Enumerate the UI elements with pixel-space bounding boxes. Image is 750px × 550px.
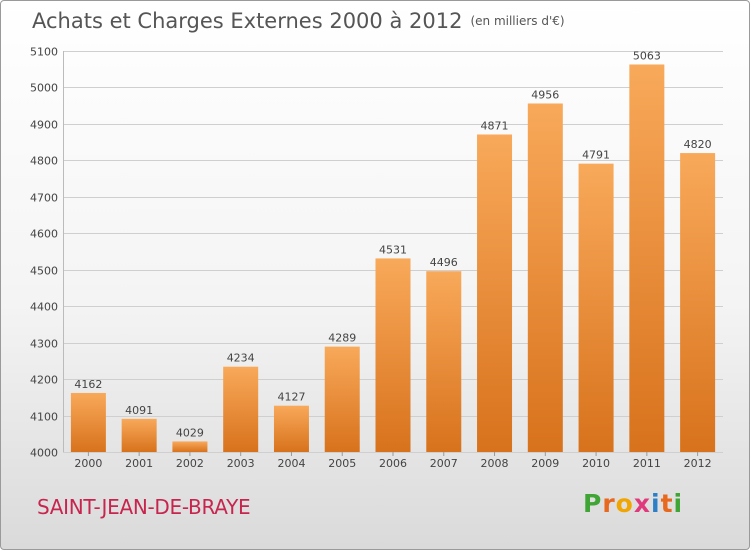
y-tick-label: 4200 [30,374,58,387]
logo-letter: i [651,489,661,518]
x-tick-label: 2011 [633,457,661,470]
data-label: 4162 [74,378,102,391]
bar [578,163,614,453]
data-label: 4289 [328,332,356,345]
bar [629,64,665,452]
y-tick-label: 4500 [30,265,58,278]
y-tick-label: 4400 [30,301,58,314]
x-tick-label: 2000 [74,457,102,470]
city-name: SAINT-JEAN-DE-BRAYE [37,495,251,519]
bar [121,418,157,452]
chart-subtitle: (en milliers d'€) [470,14,565,28]
x-tick-label: 2008 [481,457,509,470]
y-tick-label: 4900 [30,119,58,132]
chart-title: Achats et Charges Externes 2000 à 2012 (e… [32,9,565,33]
bar [324,346,360,452]
data-labels: 4162 4091 4029 4234 4127 4289 4531 4496 4871 4956… [74,49,711,439]
logo-letter: P [583,489,603,518]
y-tick-label: 4700 [30,192,58,205]
chart-title-text: Achats et Charges Externes 2000 à 2012 [32,9,463,33]
x-tick-label: 2010 [582,457,610,470]
y-tick-label: 4000 [30,447,58,460]
data-label: 4234 [227,352,255,365]
bar [527,103,563,453]
bar [680,153,716,452]
bar [273,405,309,452]
data-label: 4820 [684,138,712,151]
bar [477,134,513,453]
y-tick-label: 4100 [30,411,58,424]
proxiti-logo: Proxiti [583,489,683,518]
data-label: 4091 [125,404,153,417]
x-tick-label: 2004 [277,457,305,470]
y-tick-label: 5000 [30,82,58,95]
x-tick-label: 2006 [379,457,407,470]
y-tick-label: 4600 [30,228,58,241]
y-tick-label: 4800 [30,155,58,168]
bar [426,271,462,452]
logo-letter: i [673,489,684,518]
data-label: 4029 [176,426,204,439]
x-tick-label: 2005 [328,457,356,470]
logo-letter: r [602,489,616,518]
data-label: 4956 [531,88,559,101]
y-tick-label: 5100 [30,46,58,59]
bar [172,441,208,452]
x-axis: 2000 2001 2002 2003 2004 2005 2006 2007 2008 2009… [74,452,712,470]
logo-letter: x [633,489,651,518]
logo-letter: o [615,489,634,518]
bar [223,366,259,452]
data-label: 4127 [277,391,305,404]
bars [70,64,716,453]
logo-letter: t [660,489,674,518]
bar [70,392,106,452]
data-label: 4791 [582,149,610,162]
x-tick-label: 2002 [176,457,204,470]
x-tick-label: 2009 [531,457,559,470]
x-tick-label: 2012 [684,457,712,470]
data-label: 4531 [379,243,407,256]
x-tick-label: 2007 [430,457,458,470]
data-label: 4871 [481,119,509,132]
x-tick-label: 2003 [227,457,255,470]
data-label: 4496 [430,256,458,269]
data-label: 5063 [633,49,661,62]
bar [375,258,411,452]
y-tick-label: 4300 [30,338,58,351]
y-axis: 4000 4100 4200 4300 4400 4500 4600 4700 4800 4900… [30,46,58,460]
x-tick-label: 2001 [125,457,153,470]
